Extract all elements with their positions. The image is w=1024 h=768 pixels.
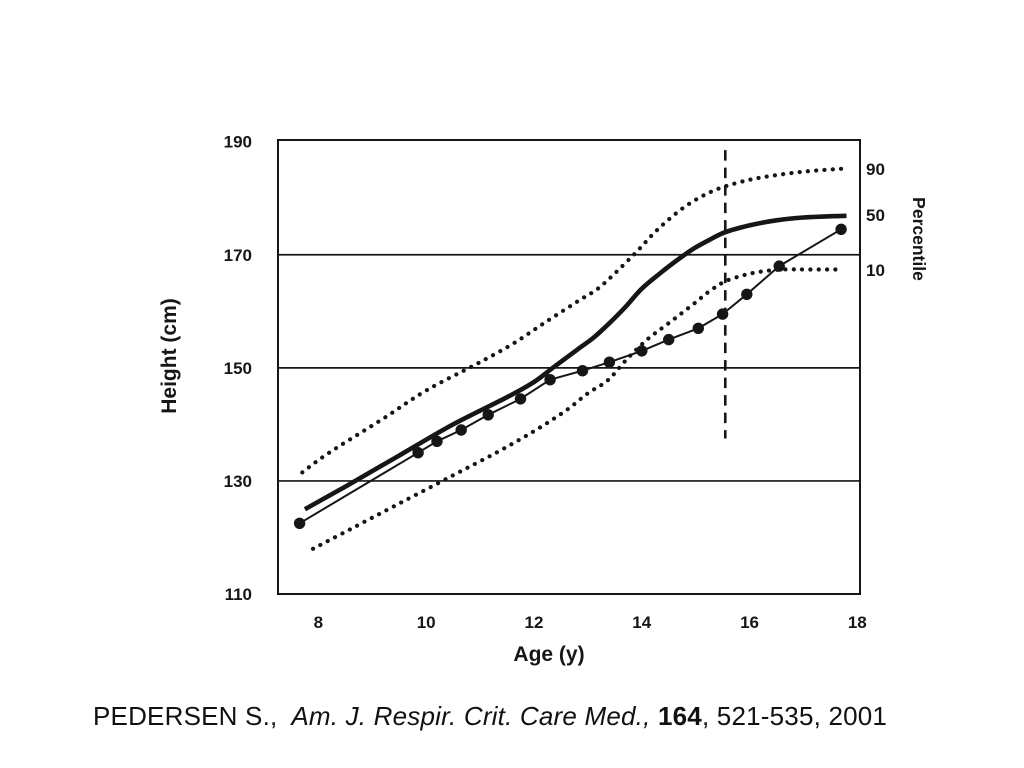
x-tick-12: 12 bbox=[525, 613, 544, 632]
y-tick-110: 110 bbox=[225, 585, 252, 604]
percentile-50-curve bbox=[303, 213, 847, 512]
x-axis-title: Age (y) bbox=[513, 643, 584, 666]
citation-author: PEDERSEN S., bbox=[93, 701, 285, 731]
plot-border bbox=[277, 139, 861, 595]
patient-point-10 bbox=[663, 333, 675, 346]
y-tick-130: 130 bbox=[224, 472, 252, 491]
patient-point-9 bbox=[636, 345, 648, 357]
patient-point-7 bbox=[576, 365, 589, 377]
x-tick-14: 14 bbox=[632, 613, 651, 632]
citation-pages: , 521-535, 2001 bbox=[701, 701, 888, 731]
percentile-label-10: 10 bbox=[866, 261, 885, 280]
patient-point-8 bbox=[603, 356, 616, 368]
patient-point-15 bbox=[835, 223, 847, 235]
percentile-label-90: 90 bbox=[866, 160, 885, 179]
patient-point-0 bbox=[293, 517, 306, 529]
citation-journal: Am. J. Respir. Crit. Care Med., bbox=[284, 701, 658, 731]
patient-point-4 bbox=[482, 409, 494, 421]
patient-point-2 bbox=[431, 435, 443, 447]
x-tick-18: 18 bbox=[848, 613, 867, 632]
patient-point-5 bbox=[514, 393, 527, 405]
y-axis-title: Height (cm) bbox=[158, 298, 181, 414]
patient-point-13 bbox=[741, 288, 753, 300]
y-tick-170: 170 bbox=[224, 246, 252, 265]
patient-point-14 bbox=[773, 260, 785, 272]
patient-point-3 bbox=[455, 424, 467, 436]
citation-line: PEDERSEN S., Am. J. Respir. Crit. Care M… bbox=[93, 701, 887, 732]
y-tick-150: 150 bbox=[224, 359, 252, 378]
y-tick-190: 190 bbox=[224, 133, 252, 152]
percentile-label-50: 50 bbox=[866, 206, 885, 225]
citation-volume: 164 bbox=[657, 701, 702, 731]
right-axis-title: Percentile bbox=[909, 197, 929, 281]
percentile-90-curve bbox=[300, 166, 844, 475]
percentile-10-curve bbox=[310, 267, 844, 551]
patient-height-line bbox=[299, 228, 842, 525]
x-tick-16: 16 bbox=[740, 613, 759, 632]
x-tick-10: 10 bbox=[417, 613, 436, 632]
x-tick-8: 8 bbox=[314, 613, 323, 632]
patient-point-12 bbox=[716, 308, 729, 320]
patient-point-11 bbox=[692, 322, 704, 334]
patient-point-1 bbox=[412, 447, 424, 459]
patient-point-6 bbox=[544, 374, 556, 386]
